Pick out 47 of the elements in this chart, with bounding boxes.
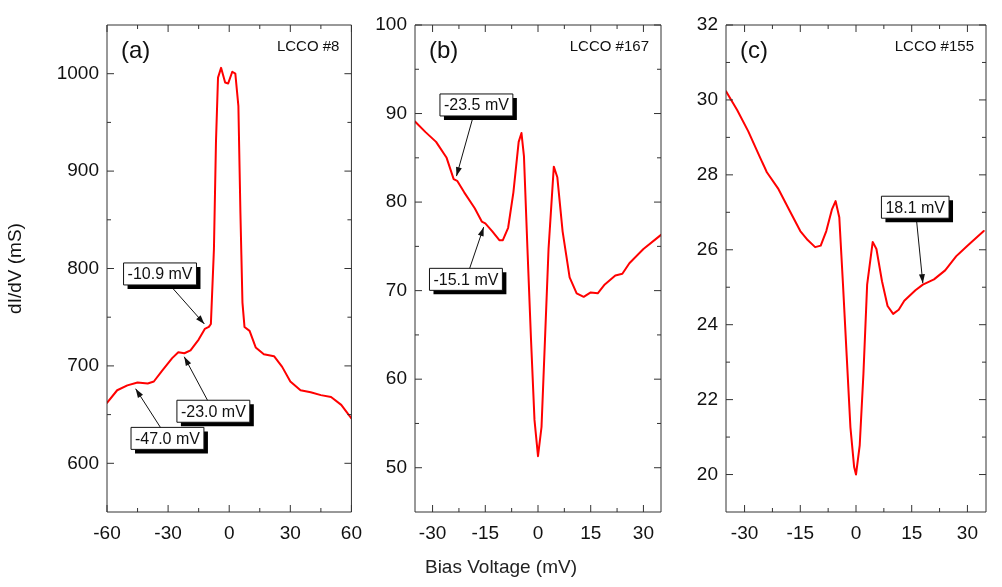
x-tick-label: -30 (418, 521, 447, 543)
annotation: -15.1 mV (433, 270, 499, 288)
y-tick-label: 50 (385, 455, 407, 477)
x-tick-label: 0 (850, 521, 862, 543)
y-tick-label: 1000 (56, 61, 99, 83)
annotation: -23.5 mV (443, 96, 510, 114)
annotation: 18.1 mV (885, 198, 946, 216)
y-tick-label: 70 (385, 278, 407, 300)
x-tick-label: 30 (279, 521, 301, 543)
x-tick-label: 30 (956, 521, 978, 543)
y-tick-label: 60 (385, 367, 407, 389)
y-tick-label: 24 (696, 312, 719, 334)
y-tick-label: 26 (696, 238, 718, 259)
x-tick-label: -15 (471, 521, 500, 543)
text: (c) (740, 35, 768, 63)
y-tick-label: 22 (696, 387, 718, 409)
y-tick-label: 80 (385, 190, 407, 212)
y-tick-label: 90 (385, 101, 407, 123)
x-tick-label: 0 (532, 521, 544, 543)
text: (a) (121, 35, 151, 63)
annotation: LCCO #167 (569, 36, 649, 54)
annotation: -10.9 mV (127, 265, 193, 283)
x-tick-label: 60 (340, 521, 362, 543)
y-tick-label: 32 (696, 13, 718, 35)
annotation: LCCO #155 (894, 36, 974, 54)
x-tick-label: -60 (93, 521, 121, 543)
x-tick-label: 15 (901, 521, 923, 543)
text: (b) (429, 35, 459, 63)
annotation: -47.0 mV (135, 429, 201, 447)
y-axis-title: dI/dV (mS) (3, 223, 25, 314)
x-tick-label: 30 (632, 521, 654, 543)
y-tick-label: 28 (696, 163, 718, 185)
y-tick-label: 700 (67, 354, 99, 376)
y-tick-label: 100 (375, 13, 407, 35)
x-tick-label: -30 (154, 521, 182, 543)
x-tick-label: 0 (223, 521, 235, 543)
y-tick-label: 600 (67, 451, 99, 473)
x-axis-title: Bias Voltage (mV) (423, 556, 579, 578)
x-tick-label: 15 (580, 521, 602, 543)
y-tick-label: 30 (696, 88, 718, 110)
y-tick-label: 20 (696, 462, 718, 484)
y-tick-label: 800 (67, 256, 99, 278)
x-tick-label: -30 (730, 521, 759, 543)
y-tick-label: 900 (67, 159, 99, 181)
annotation: LCCO #8 (276, 36, 340, 54)
x-tick-label: -15 (786, 521, 815, 543)
annotation: -23.0 mV (180, 402, 247, 420)
